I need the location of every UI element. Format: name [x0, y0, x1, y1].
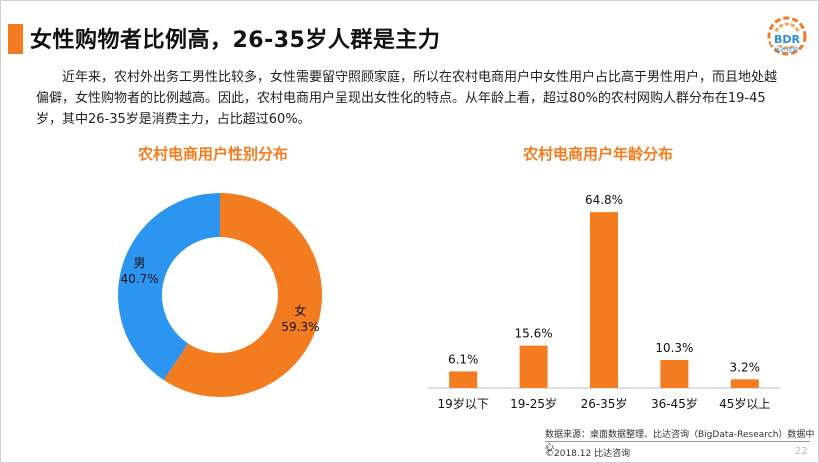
x-tick-label: 19岁以下	[438, 396, 489, 411]
x-tick-label: 45岁以上	[719, 396, 770, 411]
pie-slice-value-label: 59.3%	[281, 320, 319, 334]
bar-value-label: 3.2%	[730, 360, 761, 374]
copyright-text: ©2018.12 比达咨询	[545, 449, 631, 459]
title-accent-bar	[8, 24, 23, 54]
pie-slice-male	[117, 193, 220, 381]
bar	[730, 379, 759, 388]
logo-text: BDR	[774, 33, 801, 46]
data-source-note: 数据来源：桌面数据整理、比达咨询（BigData-Research）数据中心	[545, 430, 815, 453]
x-tick-label: 19-25岁	[510, 396, 557, 411]
bdr-logo-icon: BDR	[767, 16, 807, 56]
pie-slice-value-label: 40.7%	[120, 272, 158, 286]
bar-chart-title: 农村电商用户年龄分布	[523, 145, 674, 163]
age-bar-chart: 6.1% 19岁以下 15.6% 19-25岁 64.8% 26-35岁 10.3% 36-4…	[428, 193, 780, 411]
intro-paragraph: 近年来，农村外出务工男性比较多，女性需要留守照顾家庭，所以在农村电商用户中女性用…	[36, 70, 778, 127]
footer-divider	[545, 441, 810, 442]
x-tick-label: 36-45岁	[651, 396, 698, 411]
bar	[449, 371, 478, 388]
bar-value-label: 10.3%	[655, 341, 693, 355]
bar-value-label: 6.1%	[448, 352, 479, 366]
bar	[660, 360, 689, 388]
bar	[590, 212, 618, 388]
pie-slice-name-label: 男	[134, 256, 146, 270]
bar-value-label: 15.6%	[515, 327, 553, 341]
bar	[519, 345, 548, 388]
gender-donut-chart: 女 59.3% 男 40.7%	[117, 193, 322, 397]
bar-value-label: 64.8%	[585, 193, 623, 207]
pie-slice-name-label: 女	[294, 303, 306, 318]
pie-chart-title: 农村电商用户性别分布	[138, 145, 289, 163]
logo-subtext: 比达咨询	[773, 47, 798, 54]
x-tick-label: 26-35岁	[581, 396, 628, 411]
page-number: 22	[795, 446, 808, 457]
page-title: 女性购物者比例高，26-35岁人群是主力	[30, 28, 441, 53]
pie-slice-female	[163, 193, 322, 397]
